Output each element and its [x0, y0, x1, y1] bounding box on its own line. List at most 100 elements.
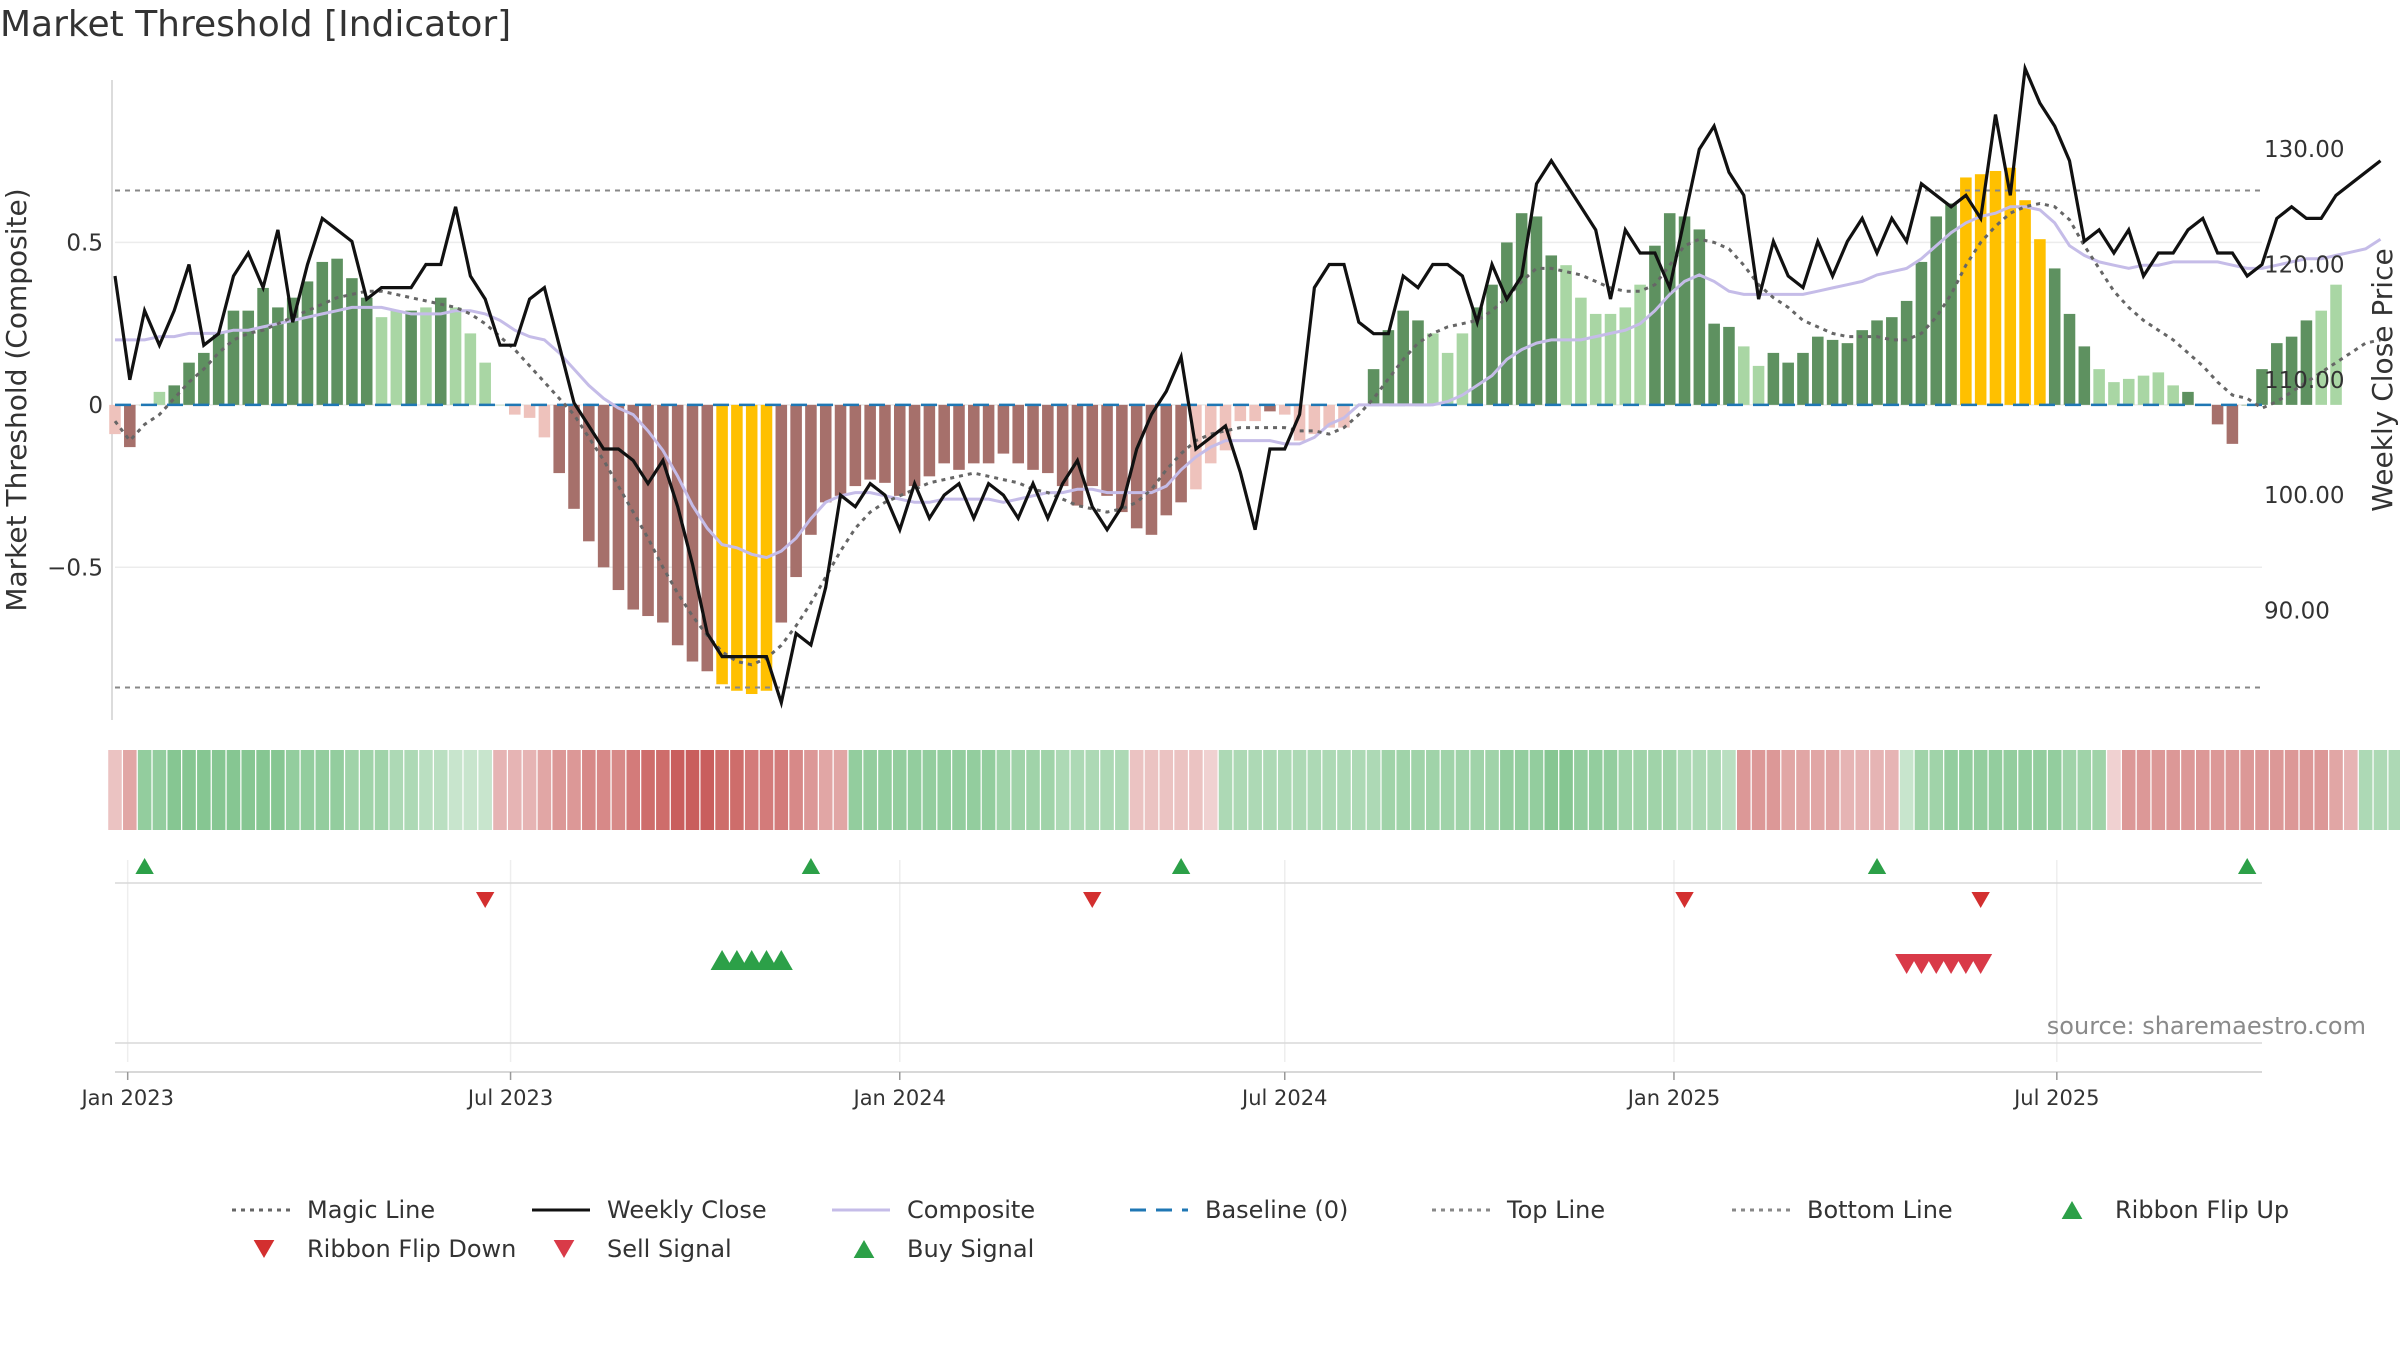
composite-bar [1160, 404, 1173, 516]
buy-signal-marker [725, 950, 749, 970]
composite-bar [1056, 404, 1069, 487]
ribbon-cell [700, 750, 715, 830]
ribbon-flip-up-marker [801, 858, 821, 874]
ribbon-cell [1811, 750, 1825, 830]
composite-bar [2211, 404, 2224, 425]
ribbon-cell [2077, 750, 2092, 830]
ribbon-cell [2373, 750, 2388, 830]
sell-signal-marker [1924, 954, 1948, 974]
weekly-close-line [113, 62, 2382, 709]
ribbon-cell [2018, 750, 2032, 830]
legend-item: Composite [832, 1196, 1035, 1224]
ribbon-cell [2284, 750, 2299, 830]
composite-bar [2108, 382, 2120, 405]
composite-bar [1797, 352, 1809, 405]
composite-bar [864, 404, 876, 480]
ribbon-cell [1070, 750, 1085, 830]
buy-signal-marker [755, 950, 779, 970]
ribbon-cell [1603, 750, 1618, 830]
composite-bar [1619, 307, 1632, 405]
ribbon-flip-up-marker [2237, 858, 2257, 874]
composite-bar [168, 385, 181, 405]
ribbon-cell [848, 750, 863, 830]
ribbon-cell [670, 750, 685, 830]
ribbon-flip-down-marker [1675, 892, 1694, 908]
composite-bar [1293, 404, 1306, 441]
ribbon-cell [1233, 750, 1248, 830]
composite-bar [1427, 333, 1439, 405]
composite-bar [1693, 229, 1706, 405]
ribbon-cell [315, 750, 330, 830]
composite-bar [1308, 404, 1321, 435]
legend-swatch [553, 1240, 575, 1258]
composite-bar [523, 404, 536, 418]
y2-tick-label: 90.00 [2264, 598, 2330, 624]
composite-bar [1560, 265, 1572, 405]
legend-item: Top Line [1432, 1196, 1605, 1224]
composite-bar [1234, 404, 1247, 422]
composite-bar [1101, 404, 1113, 496]
composite-bar [760, 404, 773, 691]
composite-bar [1545, 255, 1558, 405]
composite-bar [346, 278, 358, 405]
ribbon-cell [197, 750, 211, 830]
composite-bar [1278, 404, 1291, 415]
x-tick-label: Jul 2024 [1240, 1086, 1327, 1110]
composite-bar [938, 404, 950, 464]
ribbon-cell [1500, 750, 1514, 830]
ribbon-cell [833, 750, 848, 830]
composite-bar [212, 333, 225, 405]
ribbon-cell [1722, 750, 1736, 830]
ribbon-cell [892, 750, 907, 830]
composite-bar [1841, 343, 1854, 405]
ribbon-cell [108, 750, 122, 830]
ribbon-cell [952, 750, 966, 830]
ribbon-cell [1381, 750, 1396, 830]
ribbon-cell [1337, 750, 1351, 830]
ribbon-cell [1781, 750, 1795, 830]
ribbon-cell [641, 750, 655, 830]
composite-bar [2226, 404, 2239, 444]
composite-bar [1204, 404, 1217, 464]
composite-bar [701, 404, 714, 672]
ribbon-flip-up-marker [1171, 858, 1191, 874]
x-tick-label: Jul 2025 [2012, 1086, 2099, 1110]
buy-signal-marker [710, 950, 734, 970]
ribbon-cell [137, 750, 152, 830]
composite-bar [1708, 323, 1720, 405]
y-axis-title: Market Threshold (Composite) [0, 188, 33, 611]
composite-bar [2285, 336, 2298, 405]
ribbon-cell [582, 750, 596, 830]
ribbon-cell [1174, 750, 1188, 830]
ribbon-flip-up-marker [135, 858, 154, 874]
legend-label: Bottom Line [1807, 1196, 1953, 1224]
ribbon-cell [359, 750, 374, 830]
composite-bar [1382, 330, 1395, 405]
legend-label: Weekly Close [607, 1196, 767, 1224]
x-tick-label: Jan 2025 [1626, 1086, 1721, 1110]
composite-bar [671, 404, 684, 646]
ribbon-cell [863, 750, 877, 830]
composite-bar [1900, 300, 1913, 405]
ribbon-cell [478, 750, 492, 830]
composite-bar [538, 404, 551, 438]
composite-bar [2167, 385, 2179, 405]
ribbon-cell [493, 750, 507, 830]
composite-bar [124, 404, 136, 448]
composite-bar [2315, 310, 2328, 405]
composite-bar [1737, 346, 1750, 405]
ribbon-cell [1218, 750, 1233, 830]
ribbon-cell [1855, 750, 1869, 830]
ribbon-cell [907, 750, 922, 830]
composite-bar [1515, 213, 1528, 405]
y-tick-label: 0 [88, 393, 103, 419]
ribbon-cell [271, 750, 285, 830]
composite-bar [968, 404, 980, 464]
ribbon-cell [1544, 750, 1559, 830]
composite-bar [449, 307, 462, 405]
ribbon-cell [596, 750, 611, 830]
ribbon-cell [1707, 750, 1721, 830]
composite-bar [1871, 320, 1883, 405]
legend-label: Magic Line [307, 1196, 435, 1224]
ribbon-cell [2092, 750, 2106, 830]
